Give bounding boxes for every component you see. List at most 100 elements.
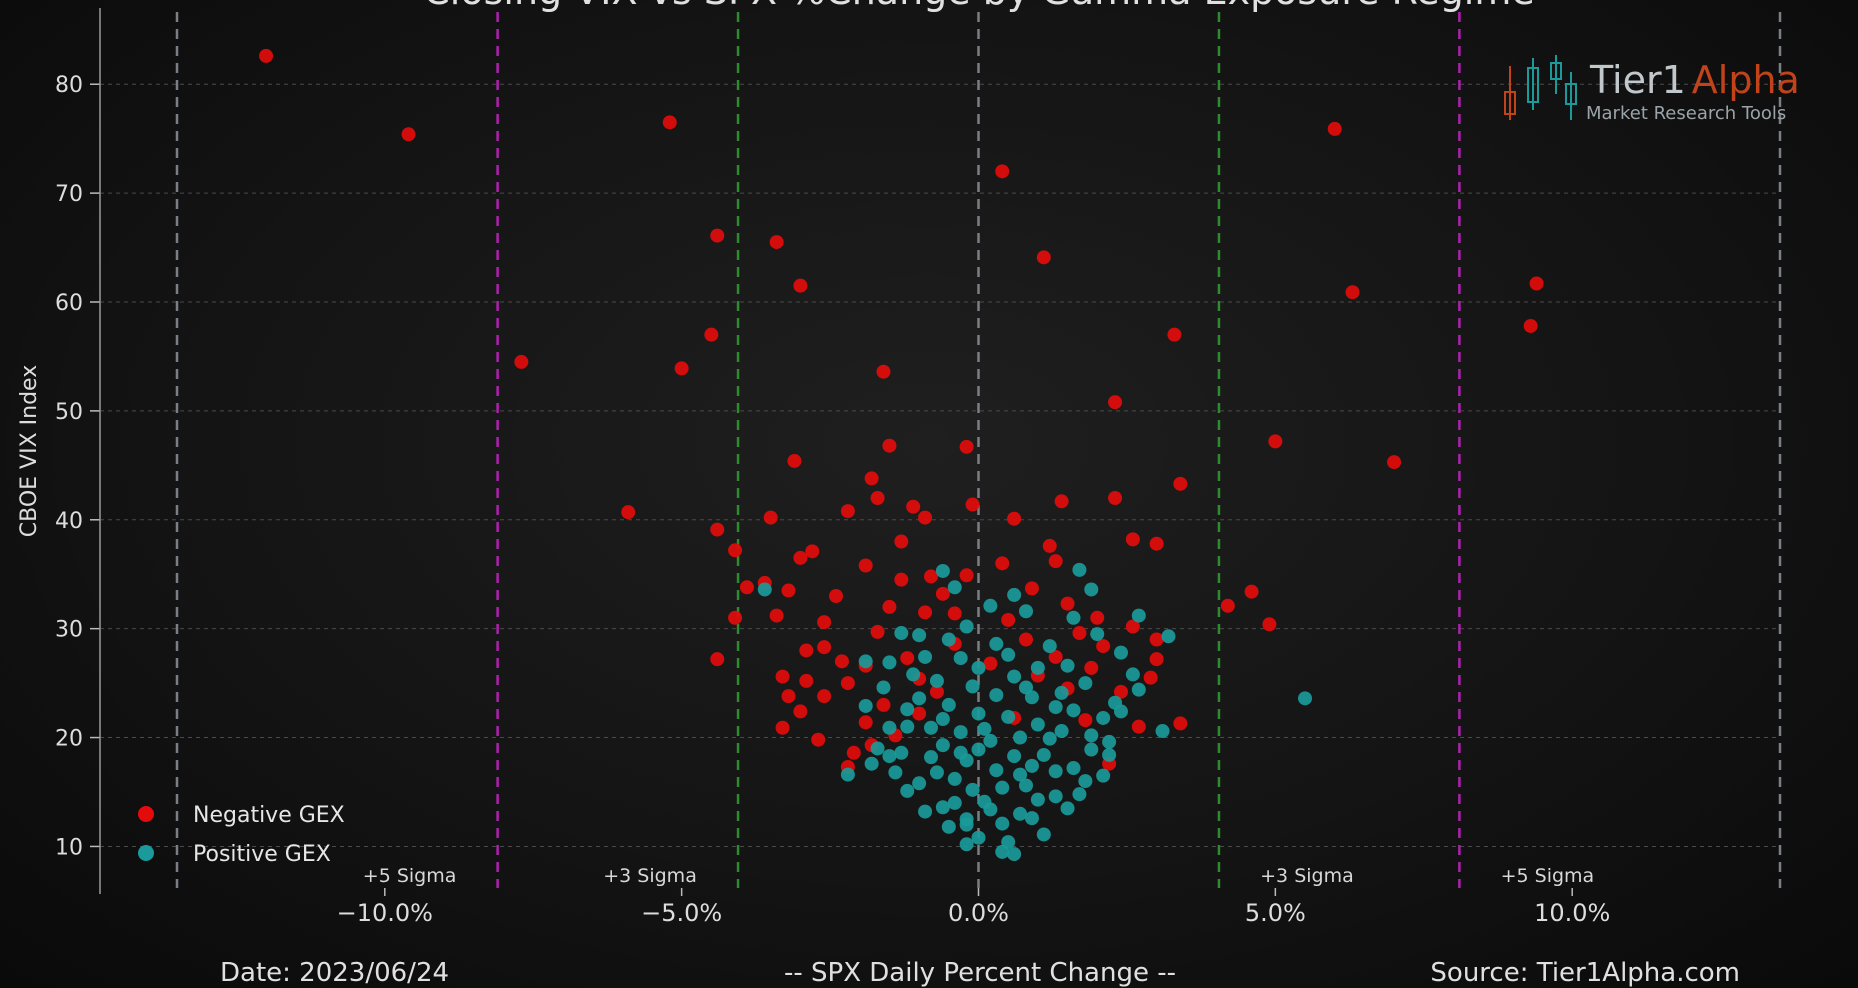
negative-gex-point	[894, 534, 909, 549]
y-axis-label: CBOE VIX Index	[17, 365, 42, 537]
negative-gex-point	[775, 720, 790, 735]
positive-gex-point	[1013, 767, 1028, 782]
negative-gex-point	[781, 583, 796, 598]
negative-gex-point	[1167, 327, 1182, 342]
negative-gex-point	[514, 354, 529, 369]
x-tick-label: −10.0%	[337, 899, 433, 927]
y-tick-label: 60	[55, 291, 83, 316]
positive-gex-point	[947, 771, 962, 786]
positive-gex-point	[971, 660, 986, 675]
negative-gex-point	[1072, 626, 1087, 641]
positive-gex-point	[1030, 792, 1045, 807]
positive-gex-point	[1125, 667, 1140, 682]
negative-gex-point	[674, 361, 689, 376]
negative-gex-point	[947, 606, 962, 621]
negative-gex-point	[918, 605, 933, 620]
negative-gex-point	[793, 550, 808, 565]
negative-gex-point	[799, 643, 814, 658]
positive-gex-point	[1131, 682, 1146, 697]
negative-gex-point	[1078, 713, 1093, 728]
negative-gex-point	[1060, 596, 1075, 611]
negative-gex-point	[787, 453, 802, 468]
negative-gex-point	[935, 586, 950, 601]
positive-gex-point	[989, 636, 1004, 651]
negative-gex-point	[882, 438, 897, 453]
positive-gex-point	[1048, 764, 1063, 779]
positive-gex-point	[1001, 709, 1016, 724]
legend[interactable]: Negative GEX Positive GEX	[138, 803, 345, 867]
positive-gex-point	[912, 691, 927, 706]
negative-gex-point	[995, 164, 1010, 179]
y-axis-ticks: 10 20 30 40 50 60 70 80	[55, 8, 101, 894]
negative-gex-point	[805, 544, 820, 559]
sigma-label: +5 Sigma	[363, 865, 457, 887]
negative-gex-point	[1018, 632, 1033, 647]
logo-brand-tier1: Tier1	[1589, 58, 1686, 102]
negative-gex-point	[1149, 652, 1164, 667]
negative-gex-point	[965, 497, 980, 512]
negative-gex-point	[739, 580, 754, 595]
y-tick-label: 50	[55, 400, 83, 425]
negative-gex-point	[858, 715, 873, 730]
positive-gex-point	[840, 767, 855, 782]
negative-gex-point	[1149, 632, 1164, 647]
positive-gex-point	[924, 750, 939, 765]
negative-gex-point	[829, 589, 844, 603]
positive-gex-point	[935, 800, 950, 815]
positive-gex-point	[918, 649, 933, 664]
negative-gex-point	[769, 235, 784, 250]
y-tick-label: 40	[55, 509, 83, 534]
positive-gex-point	[1036, 747, 1051, 762]
positive-gex-point	[935, 738, 950, 753]
negative-gex-point	[894, 572, 909, 587]
positive-gex-point	[924, 720, 939, 735]
positive-gex-point	[1066, 761, 1081, 776]
negative-gex-point	[1173, 716, 1188, 731]
positive-gex-point	[882, 655, 897, 670]
positive-gex-point	[1013, 730, 1028, 745]
negative-gex-point	[918, 510, 933, 525]
x-axis-ticks: −10.0% −5.0% 0.0% 5.0% 10.0%	[337, 888, 1610, 927]
positive-gex-point	[941, 819, 956, 834]
negative-gex-point	[995, 556, 1010, 571]
positive-gex-point	[1084, 728, 1099, 743]
positive-gex-point	[858, 698, 873, 713]
negative-gex-point	[912, 706, 927, 721]
negative-gex-point	[1262, 617, 1277, 632]
sigma-label: +3 Sigma	[1260, 865, 1354, 887]
positive-gex-point	[1298, 691, 1313, 706]
positive-gex-point	[965, 782, 980, 797]
negative-gex-point	[882, 599, 897, 614]
negative-gex-point	[924, 569, 939, 584]
positive-gex-point	[989, 688, 1004, 703]
data-points	[259, 48, 1544, 862]
negative-gex-point	[1220, 598, 1235, 613]
positive-gex-point	[1018, 680, 1033, 695]
negative-gex-point	[799, 673, 814, 688]
negative-gex-point	[710, 228, 725, 243]
negative-gex-point	[1268, 434, 1283, 449]
negative-gex-point	[793, 278, 808, 293]
negative-gex-point	[1096, 639, 1111, 654]
negative-gex-point	[775, 669, 790, 684]
negative-gex-point	[811, 732, 826, 747]
positive-gex-point	[1066, 703, 1081, 718]
y-tick-label: 20	[55, 727, 83, 752]
negative-gex-point	[929, 684, 944, 699]
positive-gex-point	[900, 719, 915, 734]
horizontal-gridlines	[100, 83, 1780, 847]
positive-gex-point	[1072, 562, 1087, 577]
sigma-label: +5 Sigma	[1501, 865, 1595, 887]
x-axis-label: -- SPX Daily Percent Change --	[784, 958, 1176, 988]
negative-gex-point	[621, 505, 636, 520]
negative-gex-point	[728, 610, 743, 625]
positive-gex-point	[1024, 758, 1039, 773]
negative-gex-point	[1042, 538, 1057, 553]
positive-gex-point	[1102, 747, 1117, 762]
positive-gex-point	[947, 795, 962, 810]
positive-gex-point	[1096, 710, 1111, 725]
negative-gex-point	[959, 439, 974, 454]
negative-gex-point	[793, 704, 808, 719]
negative-gex-point	[840, 504, 855, 519]
positive-gex-point	[1060, 801, 1075, 816]
